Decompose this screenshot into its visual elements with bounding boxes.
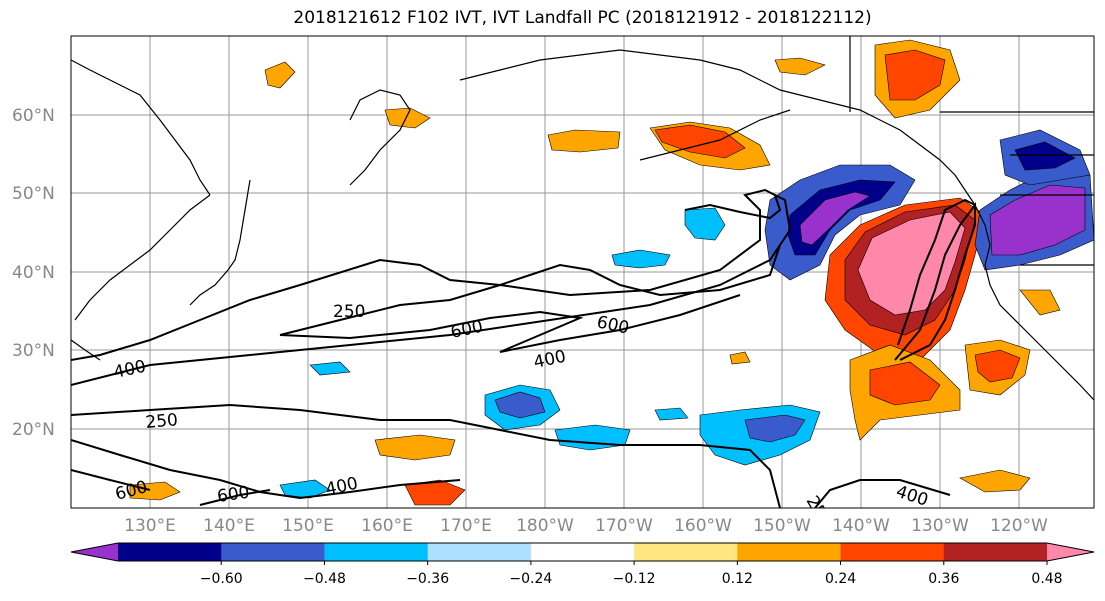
colorbar-tick-label: −0.48 [303, 571, 346, 587]
colorbar-extend-max [1047, 543, 1094, 561]
lat-label: 60°N [12, 106, 55, 126]
lat-label: 50°N [12, 184, 55, 204]
latitude-labels: 60°N 50°N 40°N 30°N 20°N [12, 106, 55, 440]
colorbar-tick-label: 0.48 [1031, 571, 1062, 587]
colorbar-tick-label: −0.24 [509, 571, 552, 587]
lat-label: 20°N [12, 420, 55, 440]
lon-label: 170°E [440, 516, 492, 536]
colorbar-segment [634, 543, 738, 561]
lon-label: 130°W [911, 516, 969, 536]
colorbar: −0.60 −0.48 −0.36 −0.24 −0.12 0.12 0.24 0.36 0.4… [70, 542, 1095, 587]
contour-label: 250 [145, 410, 179, 433]
colorbar-tick-label: −0.36 [406, 571, 449, 587]
lat-label: 30°N [12, 341, 55, 361]
colorbar-segment [221, 543, 325, 561]
map-border [70, 35, 1095, 509]
lon-label: 160°E [361, 516, 413, 536]
lon-label: 170°W [595, 516, 653, 536]
lon-label: 140°W [832, 516, 890, 536]
colorbar-segment [427, 543, 532, 561]
colorbar-segment [530, 543, 635, 561]
lon-label: 160°W [674, 516, 732, 536]
map-title: 2018121612 F102 IVT, IVT Landfall PC (20… [293, 8, 872, 28]
lon-label: 150°W [753, 516, 811, 536]
colorbar-tick-label: 0.12 [722, 571, 753, 587]
colorbar-segment [737, 543, 842, 561]
colorbar-segment [324, 543, 429, 561]
contour-label: 600 [216, 483, 251, 507]
lon-label: 120°W [990, 516, 1048, 536]
coastlines [71, 36, 1094, 401]
colorbar-segment [118, 543, 222, 561]
lon-label: 140°E [203, 516, 255, 536]
lon-label: 150°E [282, 516, 334, 536]
colorbar-tick-label: 0.36 [928, 571, 959, 587]
colorbar-tick-label: 0.24 [825, 571, 856, 587]
longitude-labels: 130°E 140°E 150°E 160°E 170°E 180°W 170°… [124, 516, 1048, 536]
colorbar-tick-label: −0.12 [613, 571, 656, 587]
colorbar-outline [70, 542, 1095, 562]
colorbar-segment [943, 543, 1048, 561]
colorbar-segment [840, 543, 945, 561]
colorbar-extend-min [71, 543, 118, 561]
lon-label: 180°W [516, 516, 574, 536]
ivt-contours [71, 188, 976, 508]
filled-anomaly-field [129, 39, 1094, 506]
colorbar-tick-label: −0.60 [200, 571, 243, 587]
lon-label: 130°E [124, 516, 176, 536]
contour-label: 250 [333, 302, 365, 322]
lat-label: 40°N [12, 263, 55, 283]
